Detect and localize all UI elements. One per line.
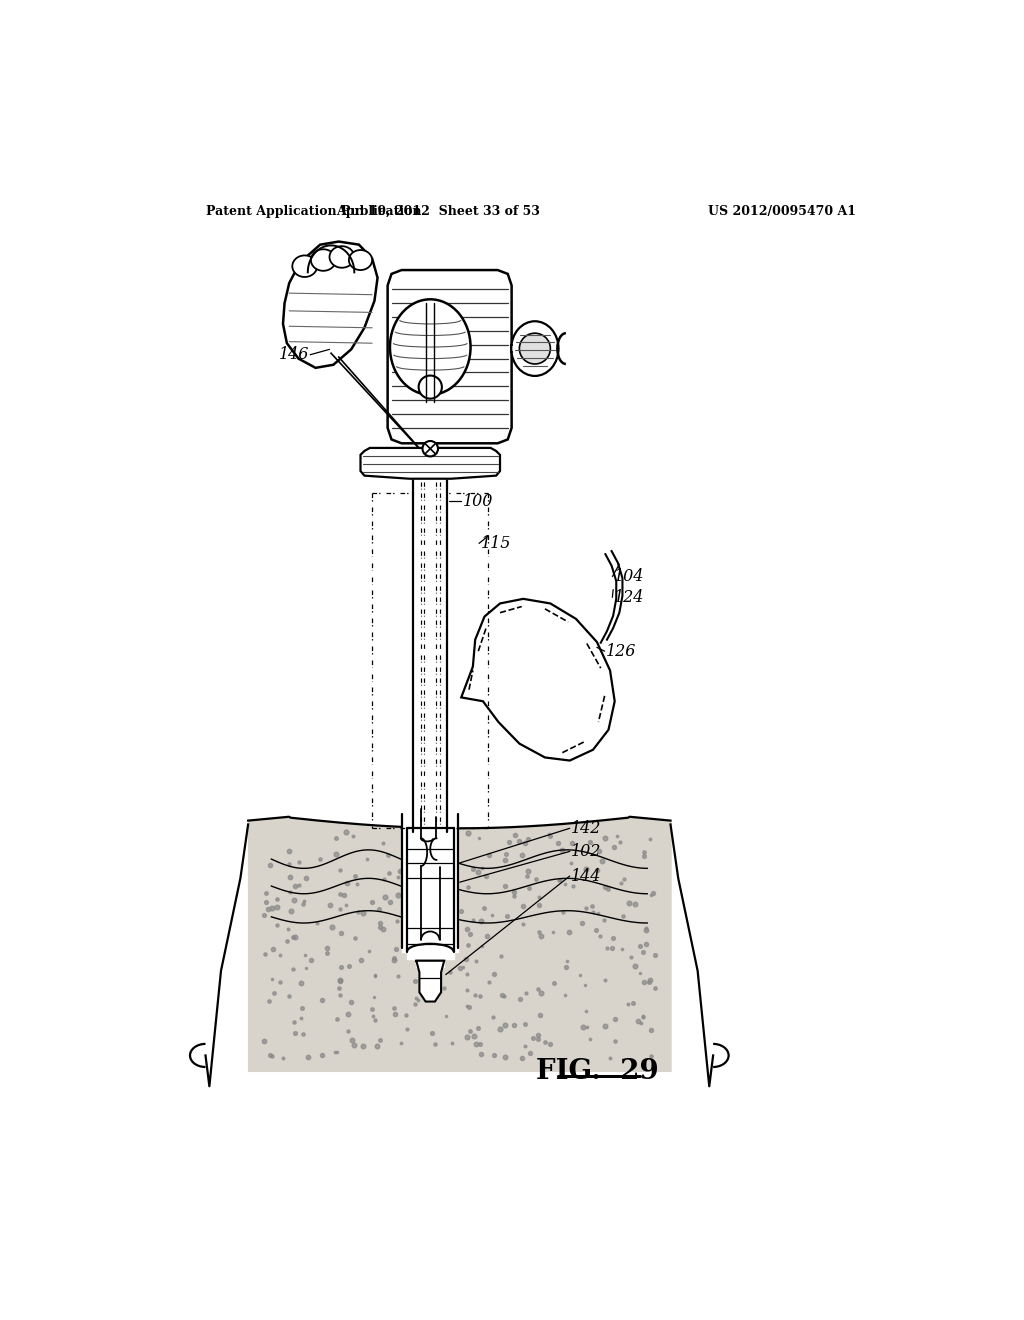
Polygon shape: [417, 961, 444, 1002]
Text: 115: 115: [480, 535, 511, 552]
Ellipse shape: [419, 375, 442, 399]
Text: 104: 104: [614, 568, 644, 585]
Text: FIG.  29: FIG. 29: [536, 1057, 658, 1085]
Text: 144: 144: [571, 867, 602, 884]
Polygon shape: [417, 961, 444, 1002]
Text: 100: 100: [463, 492, 494, 510]
Text: 126: 126: [606, 643, 637, 660]
Ellipse shape: [330, 246, 354, 268]
Text: 102: 102: [571, 843, 602, 859]
Text: Patent Application Publication: Patent Application Publication: [206, 205, 421, 218]
Text: US 2012/0095470 A1: US 2012/0095470 A1: [708, 205, 856, 218]
Text: 124: 124: [614, 589, 644, 606]
Circle shape: [519, 333, 550, 364]
Polygon shape: [388, 271, 512, 444]
Ellipse shape: [311, 249, 336, 271]
Polygon shape: [360, 447, 500, 479]
Polygon shape: [360, 447, 500, 479]
Polygon shape: [388, 271, 512, 444]
Ellipse shape: [390, 300, 471, 395]
Text: Apr. 19, 2012  Sheet 33 of 53: Apr. 19, 2012 Sheet 33 of 53: [336, 205, 540, 218]
Ellipse shape: [349, 249, 372, 271]
Ellipse shape: [292, 256, 317, 277]
Text: 142: 142: [571, 820, 602, 837]
Circle shape: [423, 441, 438, 457]
Text: 146: 146: [280, 346, 309, 363]
Polygon shape: [283, 242, 378, 368]
Polygon shape: [461, 599, 614, 760]
Ellipse shape: [511, 321, 558, 376]
